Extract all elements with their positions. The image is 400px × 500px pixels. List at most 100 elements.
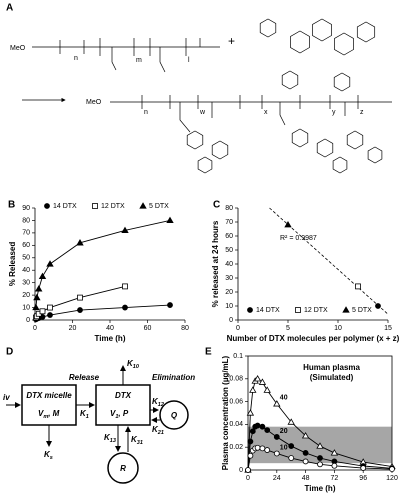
y-tick-label: 90 [22, 205, 30, 212]
panel-label: E [205, 347, 212, 358]
symbol: K [152, 425, 159, 434]
legend-marker [44, 203, 50, 209]
marker [264, 427, 271, 434]
axes [34, 208, 185, 321]
marker [249, 428, 256, 435]
marker [263, 386, 271, 393]
marker [253, 374, 262, 382]
x-tick-label: 40 [106, 325, 114, 332]
marker [47, 312, 53, 318]
y-tick-label: 0 [26, 317, 30, 324]
box-title: DTX [115, 391, 132, 400]
side-chains [111, 38, 201, 73]
y-tick-label: 10 [22, 304, 30, 311]
y-tick-label: 50 [225, 247, 233, 254]
marker [246, 409, 255, 416]
ring [290, 30, 310, 54]
marker [167, 302, 173, 308]
y-tick-label: 0.02 [229, 444, 243, 451]
marker [284, 220, 292, 228]
y-axis-label: % released at 24 hours [211, 220, 220, 307]
rate-label: K12 [152, 397, 164, 408]
marker [249, 386, 257, 393]
series-line [35, 304, 171, 320]
x-tick-label: 120 [386, 475, 398, 482]
y-tick-label: 40 [225, 261, 233, 268]
arrow-label: Elimination [152, 373, 195, 382]
marker [32, 303, 40, 311]
y-tick-label: 60 [22, 242, 30, 249]
y-tick-label: 70 [22, 230, 30, 237]
y-tick-label: 20 [225, 289, 233, 296]
subscript: l [188, 57, 190, 64]
marker [273, 400, 281, 407]
marker [121, 226, 129, 233]
subscript: z [360, 109, 364, 116]
x-tick-label: 0 [33, 325, 37, 332]
ring [281, 70, 299, 90]
marker [301, 431, 310, 439]
box-title: DTX micelle [26, 391, 72, 400]
legend-label: 12 DTX [304, 307, 328, 314]
marker [360, 465, 367, 471]
x-tick-label: 48 [302, 475, 310, 482]
subscript: n [74, 55, 78, 62]
compartment-label: Q [171, 411, 178, 420]
marker [47, 304, 53, 311]
subscript: y [332, 109, 336, 116]
x-tick-label: 80 [181, 325, 189, 332]
end-group: MeO [10, 45, 26, 52]
chart-subtitle: (Simulated) [310, 373, 354, 382]
panel-label: C [213, 200, 220, 211]
product-brackets [141, 95, 359, 109]
rate-label: K13 [104, 433, 116, 444]
y-axis-label: Plasma concentration (µg/mL) [221, 355, 230, 470]
panel-a [22, 38, 392, 133]
marker [288, 455, 295, 461]
ring [259, 18, 277, 38]
end-group: MeO [86, 99, 102, 106]
marker [331, 462, 338, 469]
marker [38, 272, 47, 280]
subscript: 13 [110, 438, 116, 444]
rate-label: Vm, M [38, 409, 60, 420]
subscript: 31 [137, 440, 143, 446]
legend-marker [247, 307, 253, 313]
arrow-label: Release [69, 373, 100, 382]
y-tick-label: 80 [225, 205, 233, 212]
subscript: s [50, 455, 53, 461]
plus-sign: + [228, 34, 235, 48]
x-tick-label: 20 [69, 325, 77, 332]
marker [375, 303, 381, 309]
y-tick-label: 20 [22, 292, 30, 299]
x-tick-label: 96 [359, 475, 367, 482]
marker [166, 216, 174, 224]
ring [312, 18, 332, 42]
y-tick-label: 80 [22, 217, 30, 224]
series-label: 20 [280, 428, 288, 435]
x-tick-label: 24 [273, 475, 281, 482]
ring [367, 146, 383, 164]
marker [302, 458, 309, 465]
marker [273, 450, 280, 457]
rate-label: K10 [127, 359, 139, 370]
y-tick-label: 0.1 [233, 353, 243, 360]
marker [122, 304, 128, 311]
compartment-label: R [120, 464, 126, 473]
rate-label: V1, P [110, 409, 129, 420]
symbol: K [127, 359, 134, 368]
series-line [35, 220, 171, 308]
ring [291, 128, 309, 148]
rate-label: Ks [44, 450, 53, 461]
repeat-brackets [59, 38, 187, 56]
marker [316, 442, 324, 449]
marker [259, 445, 266, 452]
subscript: 10 [133, 364, 139, 370]
subscript: 1 [86, 414, 89, 420]
x-tick-label: 15 [384, 325, 392, 332]
marker [302, 449, 309, 456]
compartment-q [159, 400, 189, 430]
x-tick-label: 60 [144, 325, 152, 332]
y-axis-label: % Released [8, 242, 17, 287]
